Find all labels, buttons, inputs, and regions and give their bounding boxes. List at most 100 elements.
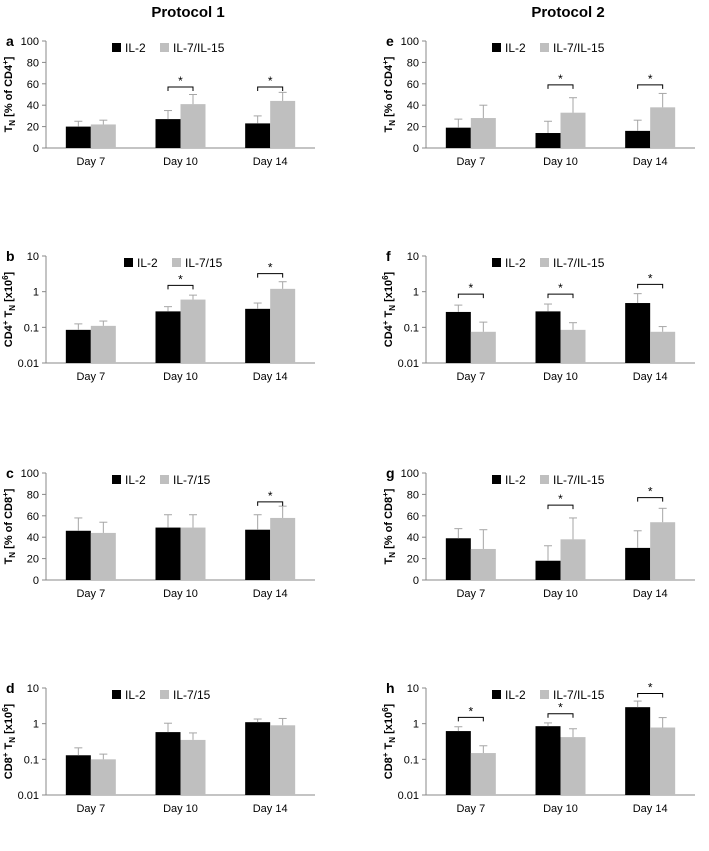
- legend-swatch-il2: [492, 258, 501, 267]
- bar-il7-1: [90, 124, 116, 148]
- y-axis-label: TN [% of CD4+]: [1, 56, 17, 132]
- y-tick-label: 100: [21, 468, 39, 480]
- y-tick-label: 10: [407, 251, 419, 263]
- significance-bracket: [257, 86, 284, 92]
- bar-il7-3: [650, 727, 676, 795]
- x-tick-label: Day 10: [543, 156, 578, 168]
- y-axis-label: TN [% of CD4+]: [381, 56, 397, 132]
- y-tick-label: 60: [407, 511, 419, 523]
- y-axis-label: CD8+ TN [x106]: [1, 703, 17, 779]
- y-tick-label: 0.1: [24, 322, 39, 334]
- bar-il2-2: [535, 726, 561, 795]
- significance-bracket: [457, 716, 484, 722]
- y-axis-label: TN [% of CD8+]: [381, 488, 397, 564]
- y-tick-label: 20: [27, 554, 39, 566]
- panel-label: h: [386, 680, 395, 696]
- bar-il7-2: [180, 739, 206, 795]
- significance-star: *: [648, 72, 653, 86]
- legend-swatch-il7: [540, 258, 549, 267]
- bar-il2-2: [155, 732, 181, 795]
- significance-bracket: [547, 504, 574, 510]
- y-tick-label: 60: [27, 511, 39, 523]
- significance-star: *: [178, 74, 183, 88]
- legend-swatch-il2: [112, 43, 121, 52]
- bar-il2-2: [535, 560, 561, 580]
- legend-swatch-il7: [540, 475, 549, 484]
- panel-label: e: [386, 33, 394, 49]
- significance-star: *: [558, 72, 563, 86]
- bar-il2-3: [245, 123, 271, 148]
- bar-il2-2: [535, 133, 561, 148]
- y-tick-label: 40: [407, 100, 419, 112]
- y-tick-label: 0.01: [398, 790, 419, 802]
- bar-il7-3: [270, 517, 296, 580]
- significance-bracket: [637, 693, 664, 698]
- y-tick-label: 10: [27, 683, 39, 695]
- y-tick-label: 80: [407, 489, 419, 501]
- bar-il7-1: [470, 118, 496, 148]
- bar-il7-2: [560, 112, 586, 148]
- panel-f: f 0.01 0.1 1 10 CD4+ TN [x106] Day 7 Day 10 Day …: [381, 248, 695, 383]
- legend-swatch-il2: [112, 690, 121, 699]
- y-tick-label: 20: [407, 122, 419, 134]
- x-tick-label: Day 10: [163, 803, 198, 815]
- legend-label-il7: IL-7/15: [185, 256, 223, 270]
- x-tick-label: Day 14: [633, 588, 668, 600]
- y-tick-label: 1: [33, 719, 39, 731]
- bar-il2-3: [625, 547, 651, 580]
- panel-g: g 0 20 40 60 80 100 TN [% of CD8+] Day 7 Day 10 Da…: [381, 465, 695, 600]
- y-axis-label: CD8+ TN [x106]: [381, 703, 397, 779]
- bar-il2-3: [625, 707, 651, 795]
- y-tick-label: 100: [21, 36, 39, 48]
- y-tick-label: 60: [27, 79, 39, 91]
- y-tick-label: 80: [27, 489, 39, 501]
- panel-e: e 0 20 40 60 80 100 TN [% of CD4+] Day 7 Day 10 Da…: [381, 33, 695, 168]
- significance-bracket: [457, 293, 484, 299]
- legend-label-il2: IL-2: [137, 256, 158, 270]
- y-tick-label: 1: [33, 287, 39, 299]
- bar-il2-1: [65, 329, 91, 363]
- y-axis-label: CD4+ TN [x106]: [1, 271, 17, 347]
- legend-label-il7: IL-7/IL-15: [173, 41, 225, 55]
- legend-swatch-il2: [492, 43, 501, 52]
- bar-il7-1: [470, 753, 496, 795]
- x-tick-label: Day 7: [76, 371, 105, 383]
- y-tick-label: 60: [407, 79, 419, 91]
- legend-swatch-il7: [540, 690, 549, 699]
- x-tick-label: Day 10: [543, 588, 578, 600]
- bar-il2-1: [65, 126, 91, 148]
- bar-il2-2: [535, 311, 561, 363]
- legend-label-il7: IL-7/IL-15: [553, 688, 605, 702]
- y-tick-label: 0.01: [18, 358, 39, 370]
- significance-bracket: [637, 84, 664, 89]
- significance-bracket: [637, 283, 664, 289]
- y-axis-label: TN [% of CD8+]: [1, 488, 17, 564]
- bar-il2-3: [625, 303, 651, 363]
- legend-label-il2: IL-2: [505, 256, 526, 270]
- x-tick-label: Day 10: [543, 803, 578, 815]
- bar-il2-3: [245, 529, 271, 580]
- bar-il7-2: [180, 104, 206, 148]
- bar-il2-1: [65, 530, 91, 580]
- x-tick-label: Day 10: [543, 371, 578, 383]
- bar-il7-1: [90, 759, 116, 795]
- legend-swatch-il2: [112, 475, 121, 484]
- y-tick-label: 40: [27, 100, 39, 112]
- bar-il7-1: [470, 548, 496, 580]
- significance-star: *: [468, 281, 473, 295]
- y-tick-label: 40: [407, 532, 419, 544]
- panel-c: c 0 20 40 60 80 100 TN [% of CD8+] Day 7 Day 10 Da…: [1, 465, 315, 600]
- panel-label: b: [6, 248, 15, 264]
- legend-label-il2: IL-2: [125, 688, 146, 702]
- x-tick-label: Day 14: [253, 803, 288, 815]
- y-tick-label: 0: [413, 143, 419, 155]
- y-tick-label: 20: [407, 554, 419, 566]
- bar-il2-2: [155, 311, 181, 363]
- y-tick-label: 20: [27, 122, 39, 134]
- legend-label-il7: IL-7/IL-15: [553, 256, 605, 270]
- y-tick-label: 100: [401, 36, 419, 48]
- x-tick-label: Day 14: [633, 803, 668, 815]
- y-tick-label: 10: [27, 251, 39, 263]
- significance-bracket: [257, 273, 284, 278]
- legend-label-il7: IL-7/15: [173, 688, 211, 702]
